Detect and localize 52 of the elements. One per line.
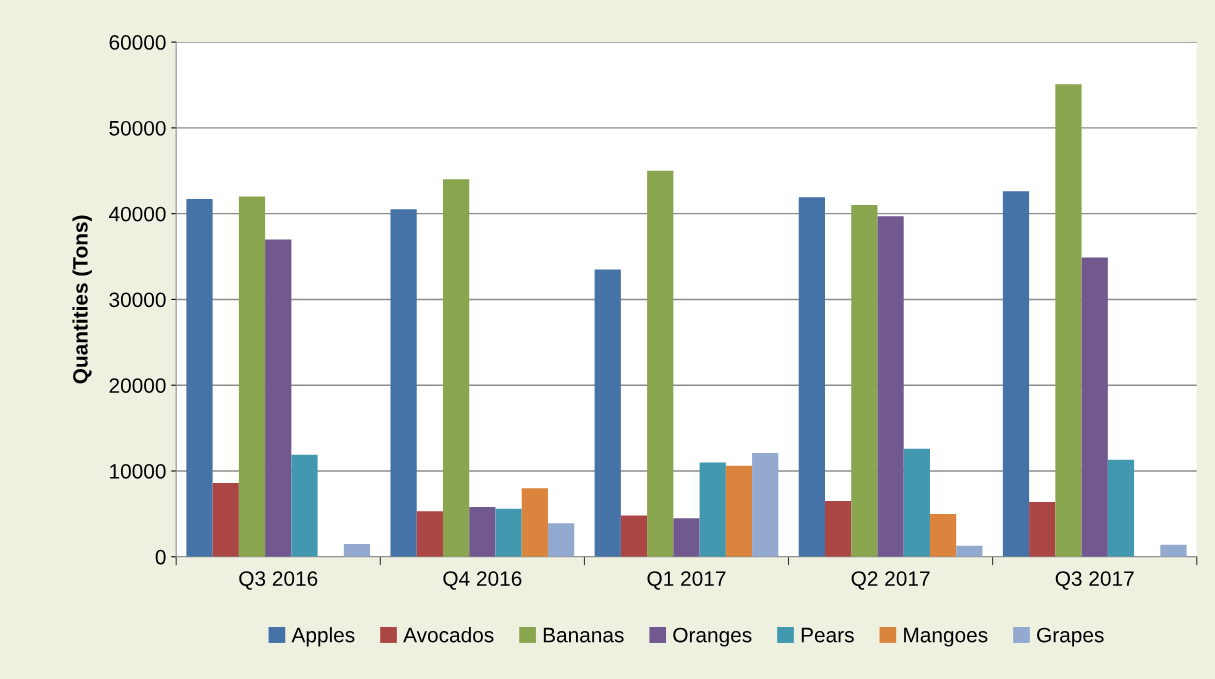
bar [877,216,904,557]
y-tick-label: 60000 [109,35,166,50]
legend-label: Pears [801,627,854,643]
bar [469,507,496,557]
bar [442,179,470,557]
bar [1107,459,1135,557]
legend-label: Mangoes [904,627,988,647]
legend-label: Oranges [673,627,752,647]
legend-label: Apples [291,627,355,647]
bar [1002,191,1030,557]
bar [1081,257,1108,557]
legend-label: Grapes [1037,627,1104,647]
y-tick-label: 10000 [110,464,166,479]
bar [390,209,417,557]
bar [594,269,621,557]
legend-label: Bananas [543,627,624,643]
x-tick-label: Q3 2017 [1055,571,1134,590]
bar [903,448,930,557]
x-tick-label: Q2 2017 [851,571,930,590]
bar [238,196,266,557]
bar [265,239,292,557]
x-tick-label: Q1 2017 [647,571,726,590]
bar [416,511,443,557]
y-tick-label: 20000 [109,378,166,393]
bar [699,462,726,557]
bar [186,199,213,557]
bar [824,501,852,557]
bar [291,454,318,557]
bar [212,483,239,557]
x-tick-label: Q4 2016 [443,571,522,590]
bar [343,543,371,557]
legend-label: Avocados [403,627,494,643]
bar [1055,84,1082,557]
y-axis-title: Quantities (Tons) [72,215,92,384]
y-tick-label: 50000 [109,120,166,136]
bar [929,513,957,557]
bar [1160,544,1187,557]
bar [851,205,878,557]
y-tick-label: 40000 [109,206,166,222]
bar [495,508,522,557]
bar [673,518,700,557]
bar [752,452,779,557]
bar [725,465,753,557]
bar [798,197,825,557]
bar [1029,501,1056,557]
bar [647,170,674,557]
bar [620,515,648,557]
y-tick-label: 30000 [109,292,166,308]
x-tick-label: Q3 2016 [239,571,318,590]
y-tick-label: 0 [155,549,166,565]
bar [521,488,548,557]
bar [547,523,575,557]
